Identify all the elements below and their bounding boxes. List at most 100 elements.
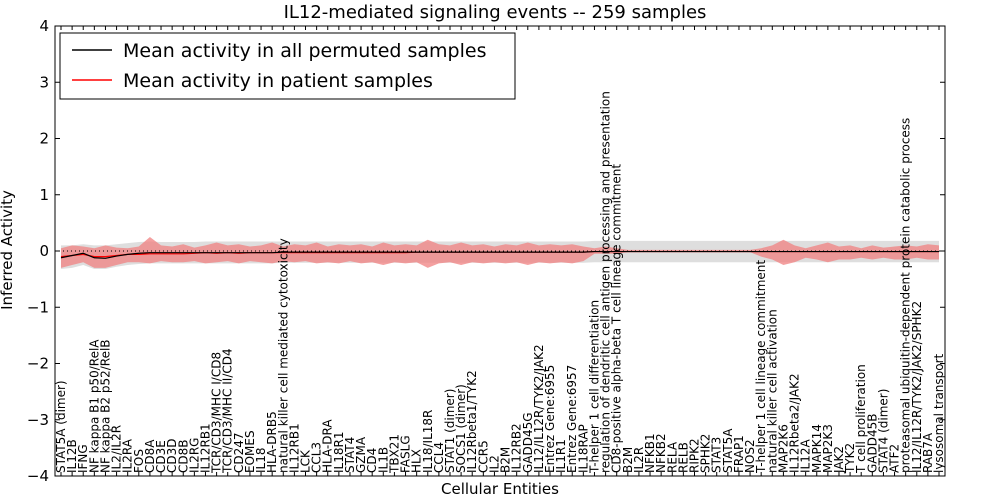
entity-label: FASLG (399, 435, 413, 473)
entity-label: STAT5A (dimer) (54, 380, 68, 473)
entity-label: MAP2K6 (776, 424, 790, 473)
chart-title: IL12-mediated signaling events -- 259 sa… (284, 2, 707, 23)
entity-label: HLX (410, 449, 424, 473)
entity-label: CD3D (165, 439, 179, 474)
entity-label: CD8A (143, 439, 157, 473)
entity-label: IL12/IL12R/TYK2/JAK2 (532, 344, 546, 473)
legend-label-permuted: Mean activity in all permuted samples (123, 40, 486, 62)
entity-label: IL18R1 (332, 432, 346, 473)
entity-label: IL1B (376, 447, 390, 473)
entity-label: B2M (499, 447, 513, 473)
y-tick-label: 3 (39, 73, 49, 91)
y-tick-label: 1 (39, 186, 49, 204)
entity-label: STAT3 (710, 437, 724, 473)
y-tick-label: 4 (39, 17, 49, 35)
entity-label: IL2RA (121, 438, 135, 473)
entity-label: HLA-DRB5 (265, 411, 279, 473)
entity-label: TCR/CD3/MHC I/CD8 (210, 352, 224, 474)
entity-label: IL18RAP (576, 424, 590, 473)
entity-label: TCR/CD3/MHC II/CD4 (221, 348, 235, 474)
entity-label: IL12B (65, 439, 79, 473)
entity-label: NF kappa B1 p50/RelA (87, 339, 101, 473)
entity-label: IL12A (799, 439, 813, 473)
entity-label: NF kappa B2 p52/RelB (98, 339, 112, 473)
entity-label: CD8B (176, 439, 190, 473)
entity-label: IL18 (254, 447, 268, 473)
entity-label: RAB7A (921, 432, 935, 473)
legend-box (59, 32, 516, 100)
y-tick-label: −4 (27, 467, 49, 485)
y-tick-label: 0 (39, 242, 49, 260)
y-axis-label: Inferred Activity (0, 190, 16, 310)
entity-label: T-helper 1 cell differentiation (587, 300, 601, 474)
y-tick-label: −3 (27, 411, 49, 429)
entity-label: MAP2K3 (821, 424, 835, 473)
entity-label: ATF2 (888, 444, 902, 473)
axes: −4 −3 −2 −1 0 1 2 3 4 (27, 17, 946, 485)
entity-label: HLA-DRA (321, 419, 335, 473)
entity-label: CD4 (365, 448, 379, 473)
entity-label: EOMES (243, 430, 257, 473)
entity-label: regulation of dendritic cell antigen pro… (599, 91, 613, 473)
y-tick-label: −2 (27, 355, 49, 373)
entity-label: T-helper 1 cell lineage commitment (754, 260, 768, 474)
legend: Mean activity in all permuted samples Me… (59, 32, 516, 100)
entity-label: IFNG (76, 444, 90, 473)
entity-label: STAT5A (721, 428, 735, 473)
entity-label: SPHK2 (699, 434, 713, 473)
entity-label: IL2/IL2R (110, 425, 124, 473)
entity-label: TBX21 (387, 434, 401, 474)
entity-label: IL12Rbeta2/JAK2 (788, 373, 802, 473)
y-tick-label: −1 (27, 298, 49, 316)
entity-label: natural killer cell mediated cytotoxicit… (276, 238, 290, 473)
entity-label: CD3E (154, 440, 168, 473)
entity-label: IL2R (632, 447, 646, 473)
entity-label: CD247 (232, 432, 246, 473)
entity-label: IL12RB1 (198, 423, 212, 473)
entity-label: FRAP1 (732, 435, 746, 473)
entity-label: IL2 (487, 455, 501, 473)
entity-label: GADD45B (865, 414, 879, 474)
entity-label: NOS2 (743, 439, 757, 473)
entity-label: STAT4 (dimer) (876, 389, 890, 473)
entity-label: T cell proliferation (854, 364, 868, 474)
entity-label: STAT1 (dimer) (443, 389, 457, 473)
entity-label: IL12RB2 (510, 423, 524, 473)
entity-label: natural killer cell activation (765, 309, 779, 473)
entity-label: Entrez Gene:6955 (543, 365, 557, 473)
entity-label: IL12/IL12R/TYK2/JAK2/SPHK2 (910, 301, 924, 473)
entity-label: MAPK14 (810, 424, 824, 473)
x-axis-label: Cellular Entities (441, 480, 559, 498)
entity-label: lysosomal transport (932, 353, 946, 473)
entity-label: CD8-positive alpha-beta T cell lineage c… (610, 164, 624, 473)
y-tick-label: 2 (39, 130, 49, 148)
entity-label: SOCS1 (dimer) (454, 384, 468, 473)
entity-label: TYK2 (843, 443, 857, 474)
legend-label-patient: Mean activity in patient samples (123, 70, 433, 92)
entity-label: NFKB1 (643, 433, 657, 473)
entity-label: B2M (621, 447, 635, 473)
entity-label: NFKB2 (654, 433, 668, 473)
entity-label: RIPK2 (687, 438, 701, 473)
entity-label: GZMA (354, 436, 368, 473)
entity-label: STAT4 (343, 437, 357, 473)
entity-label: Entrez Gene:6957 (565, 365, 579, 473)
entity-label: LCK (299, 449, 313, 473)
entity-label: IL12Rbeta1/TYK2 (465, 370, 479, 473)
entity-label: IL12RB1 (287, 423, 301, 473)
entity-label: FOS (132, 449, 146, 473)
entity-label: CCL4 (432, 442, 446, 473)
entity-label: GADD45G (521, 412, 535, 473)
entity-label: JAK2 (832, 446, 846, 474)
entity-label: IL2RG (187, 438, 201, 474)
series-line-permuted (60, 250, 939, 259)
entity-label: IL18/IL18R (421, 410, 435, 473)
entity-label: CCR5 (476, 440, 490, 473)
entity-label: CCL3 (310, 442, 324, 473)
series-lines (60, 250, 939, 259)
entity-label: IL1R1 (554, 439, 568, 473)
entity-label: RELB (676, 442, 690, 473)
entity-label: RELA (665, 441, 679, 473)
